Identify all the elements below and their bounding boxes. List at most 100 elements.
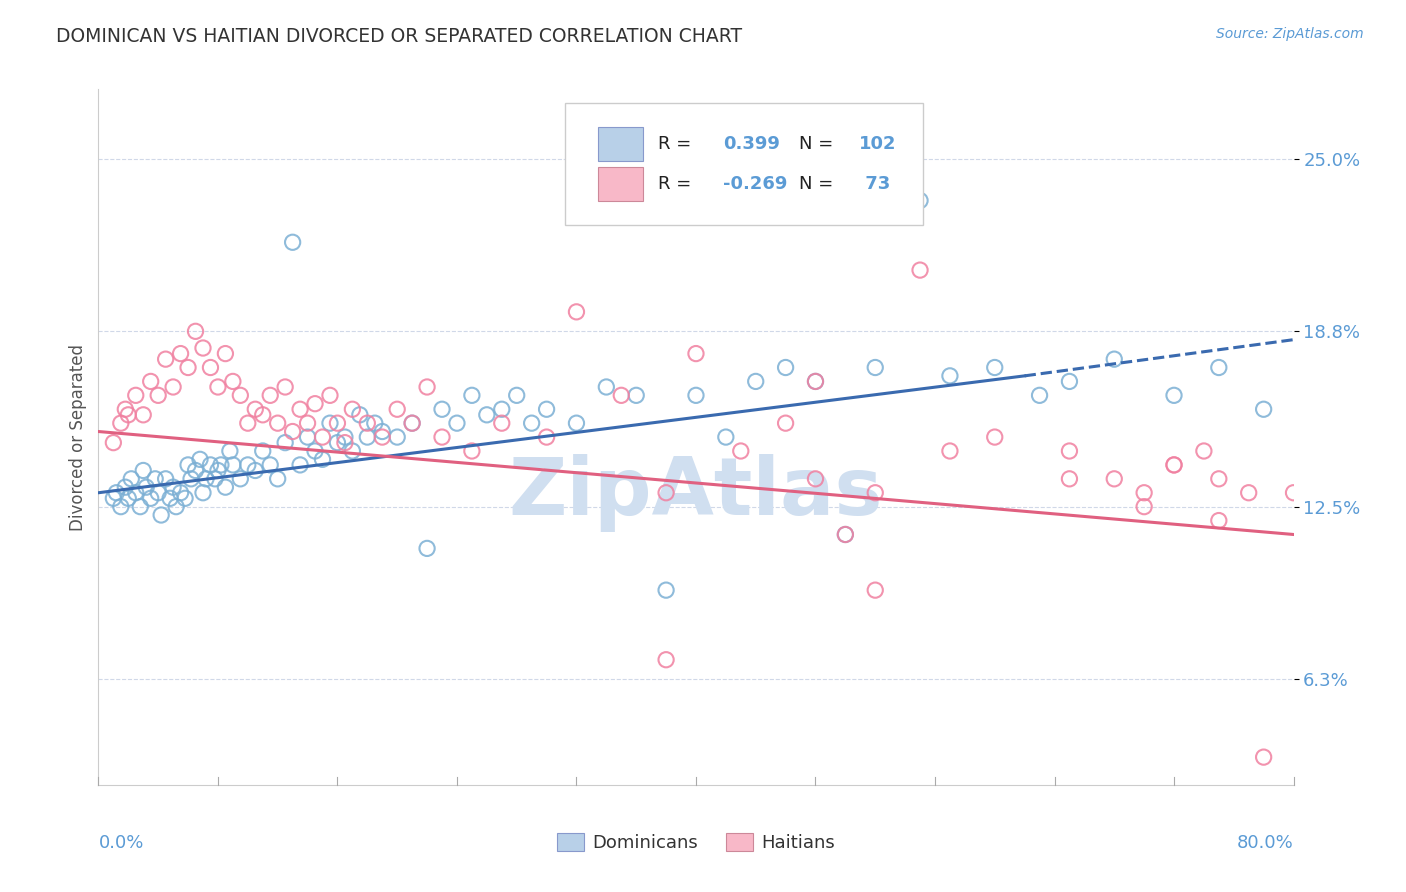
Text: R =: R = <box>658 136 697 153</box>
Point <box>1104 352 1126 367</box>
Point <box>506 388 529 402</box>
Point <box>274 435 297 450</box>
Point <box>908 194 931 208</box>
Point <box>288 402 311 417</box>
Point <box>219 444 242 458</box>
Point <box>626 388 648 402</box>
Point <box>259 388 281 402</box>
Point <box>267 416 290 430</box>
Point <box>1104 472 1126 486</box>
Point <box>865 360 887 375</box>
Point <box>129 500 152 514</box>
Point <box>125 388 148 402</box>
Point <box>939 368 962 383</box>
Point <box>165 500 187 514</box>
Point <box>834 527 856 541</box>
Text: ZipAtlas: ZipAtlas <box>509 454 883 532</box>
Point <box>333 430 356 444</box>
Point <box>446 416 468 430</box>
Point <box>1163 458 1185 472</box>
Text: DOMINICAN VS HAITIAN DIVORCED OR SEPARATED CORRELATION CHART: DOMINICAN VS HAITIAN DIVORCED OR SEPARAT… <box>56 27 742 45</box>
Point <box>804 472 827 486</box>
Point <box>865 583 887 598</box>
Point <box>169 485 191 500</box>
Point <box>349 408 371 422</box>
Point <box>1059 472 1081 486</box>
Point <box>155 352 177 367</box>
Point <box>834 527 856 541</box>
Point <box>775 416 797 430</box>
Point <box>655 653 678 667</box>
Point <box>204 472 226 486</box>
Point <box>1059 375 1081 389</box>
Point <box>371 425 394 439</box>
Point <box>245 463 267 477</box>
Point <box>461 444 484 458</box>
Point <box>110 416 132 430</box>
Point <box>191 485 214 500</box>
Legend: Dominicans, Haitians: Dominicans, Haitians <box>550 826 842 859</box>
Point <box>1357 723 1379 737</box>
Point <box>288 458 311 472</box>
Point <box>1282 485 1305 500</box>
Text: N =: N = <box>799 136 839 153</box>
Point <box>730 444 752 458</box>
Point <box>1192 444 1215 458</box>
Point <box>105 485 128 500</box>
Point <box>401 416 423 430</box>
Point <box>356 430 378 444</box>
Point <box>745 375 768 389</box>
Point <box>259 458 281 472</box>
Point <box>1208 514 1230 528</box>
Point <box>114 480 136 494</box>
Point <box>200 458 222 472</box>
Point <box>177 458 200 472</box>
Point <box>207 380 229 394</box>
Point <box>188 452 211 467</box>
Point <box>214 480 236 494</box>
Point <box>491 402 513 417</box>
Point <box>103 435 125 450</box>
Point <box>1253 402 1275 417</box>
Text: -0.269: -0.269 <box>724 175 787 193</box>
Point <box>148 388 170 402</box>
Text: 0.399: 0.399 <box>724 136 780 153</box>
Point <box>1208 472 1230 486</box>
Point <box>184 463 207 477</box>
Point <box>1253 750 1275 764</box>
Point <box>162 480 184 494</box>
Point <box>333 435 356 450</box>
Point <box>209 458 232 472</box>
Point <box>132 408 155 422</box>
Point <box>229 472 252 486</box>
Point <box>491 416 513 430</box>
Point <box>1163 458 1185 472</box>
Point <box>416 380 439 394</box>
Point <box>236 458 259 472</box>
Point <box>520 416 543 430</box>
Point <box>304 444 326 458</box>
Point <box>114 402 136 417</box>
Point <box>195 472 218 486</box>
Point <box>685 346 707 360</box>
Point <box>319 388 342 402</box>
Point <box>177 360 200 375</box>
Point <box>1133 485 1156 500</box>
Point <box>103 491 125 506</box>
Point <box>245 402 267 417</box>
Point <box>655 485 678 500</box>
Point <box>311 430 333 444</box>
Point <box>311 452 333 467</box>
Point <box>536 430 558 444</box>
Point <box>1028 388 1050 402</box>
Point <box>714 430 737 444</box>
Point <box>1208 360 1230 375</box>
Point <box>326 435 349 450</box>
Text: R =: R = <box>658 175 697 193</box>
Point <box>135 480 157 494</box>
Point <box>430 402 453 417</box>
Point <box>371 430 394 444</box>
Point <box>385 402 409 417</box>
Point <box>356 416 378 430</box>
Point <box>655 583 678 598</box>
